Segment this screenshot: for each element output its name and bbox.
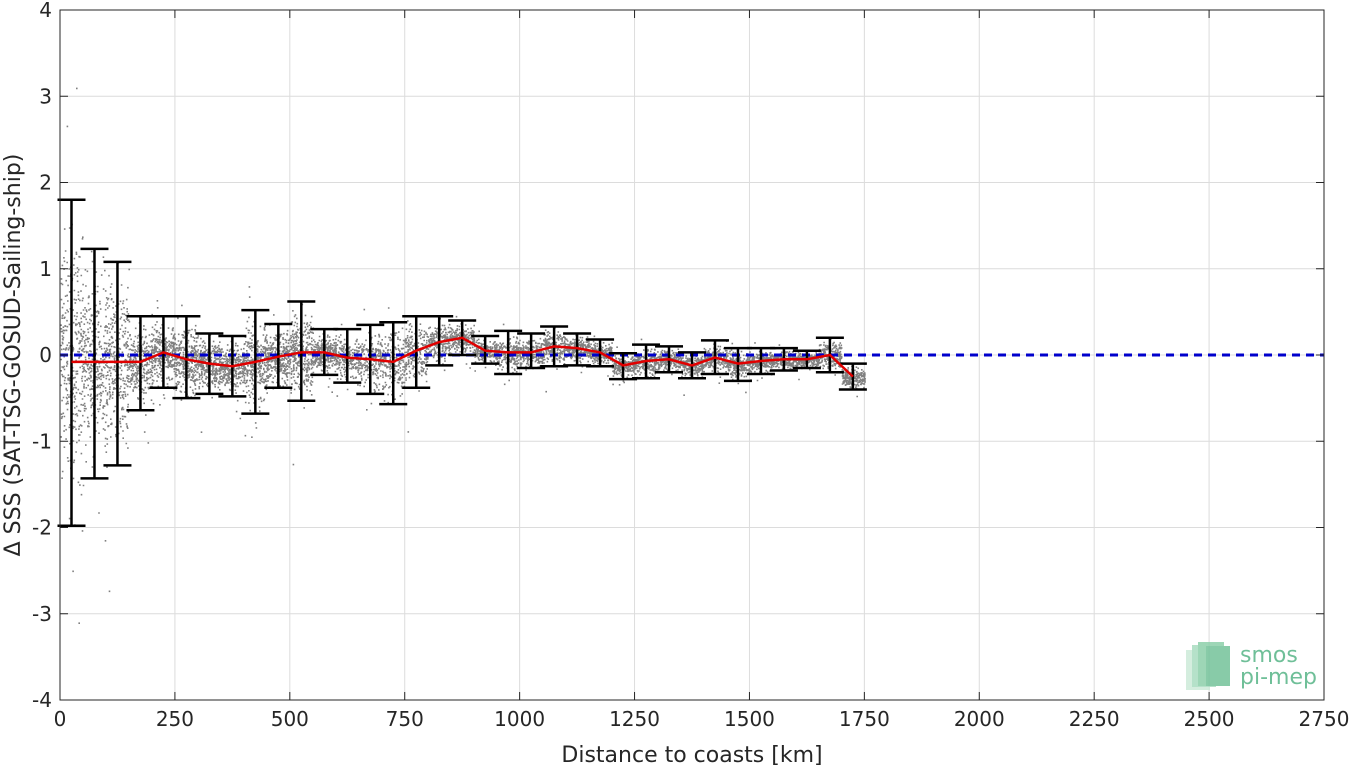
y-tick-label: -2 bbox=[32, 516, 52, 540]
y-tick-label: -4 bbox=[32, 688, 52, 712]
error-bar bbox=[172, 314, 201, 400]
x-tick-label: 500 bbox=[271, 707, 309, 731]
x-tick-label: 1000 bbox=[494, 707, 545, 731]
x-tick-label: 2000 bbox=[954, 707, 1005, 731]
error-bar bbox=[517, 332, 546, 370]
mean-line-path bbox=[71, 336, 854, 378]
error-bar bbox=[379, 320, 408, 406]
y-tick-label: 3 bbox=[39, 84, 52, 108]
x-tick-label: 0 bbox=[54, 707, 67, 731]
x-tick-label: 2500 bbox=[1184, 707, 1235, 731]
y-tick-label: 4 bbox=[39, 0, 52, 22]
error-bar bbox=[80, 247, 109, 480]
logo-text-smos: smos bbox=[1240, 643, 1298, 668]
x-tick-label: 2250 bbox=[1069, 707, 1120, 731]
x-tick-label: 2750 bbox=[1299, 707, 1350, 731]
y-tick-label: 2 bbox=[39, 171, 52, 195]
error-bar bbox=[425, 314, 454, 367]
error-bars bbox=[57, 198, 867, 528]
error-bar bbox=[57, 198, 86, 528]
x-tick-label: 250 bbox=[156, 707, 194, 731]
x-axis-ticks: 0 250 500 750 1000 1250 1500 1750 2000 2250 2500 27… bbox=[54, 10, 1350, 731]
error-bar bbox=[333, 327, 362, 384]
y-tick-label: 1 bbox=[39, 257, 52, 281]
x-tick-label: 1750 bbox=[839, 707, 890, 731]
smos-pi-mep-logo: smos pi-mep bbox=[1186, 642, 1317, 690]
x-tick-label: 1500 bbox=[724, 707, 775, 731]
logo-icon bbox=[1186, 642, 1230, 690]
y-axis-label: Δ SSS (SAT-TSG-GOSUD-Sailing-ship) bbox=[1, 154, 26, 557]
error-bar bbox=[103, 260, 132, 467]
x-tick-label: 1250 bbox=[609, 707, 660, 731]
y-axis-ticks: -4 -3 -2 -1 0 1 2 3 4 bbox=[32, 0, 1324, 712]
logo-text-pi-mep: pi-mep bbox=[1240, 665, 1317, 690]
y-tick-label: -1 bbox=[32, 429, 52, 453]
y-tick-label: 0 bbox=[39, 343, 52, 367]
x-tick-label: 750 bbox=[386, 707, 424, 731]
error-bar bbox=[287, 300, 316, 402]
x-axis-label: Distance to coasts [km] bbox=[561, 743, 822, 768]
y-tick-label: -3 bbox=[32, 602, 52, 626]
mean-line bbox=[71, 336, 854, 378]
